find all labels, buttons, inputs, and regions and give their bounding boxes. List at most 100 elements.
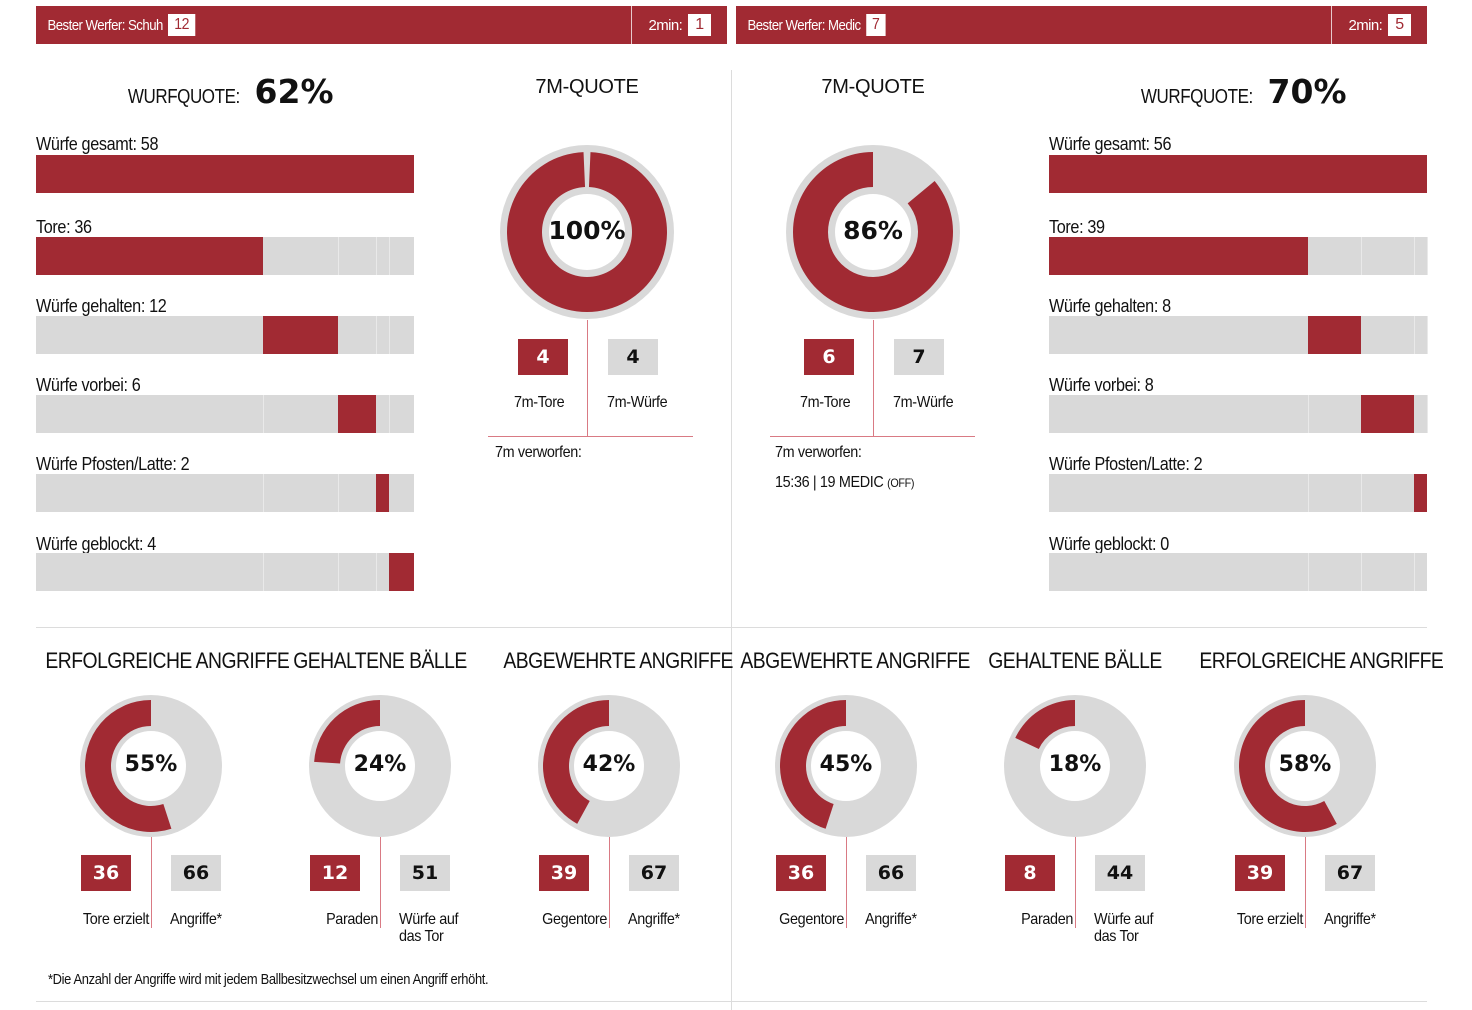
- footnote: *Die Anzahl der Angriffe wird mit jedem …: [48, 971, 489, 988]
- donut-fill: [543, 700, 609, 824]
- two-min-value: 5: [1388, 14, 1411, 36]
- bar-divider: [389, 395, 390, 433]
- bar-label: Würfe vorbei: 8: [1049, 375, 1154, 395]
- donut-vline: [380, 837, 381, 928]
- seven-m-attempts-label: 7m-Würfe: [607, 394, 668, 411]
- bar-divider: [263, 553, 264, 591]
- best-thrower-goals: 12: [168, 14, 196, 36]
- wurfquote-right: WURFQUOTE: 70%: [1049, 72, 1429, 111]
- donut-label-b: Würfe auf das Tor: [399, 911, 459, 945]
- donut-value-a: 36: [81, 855, 131, 891]
- bar-label-total: Würfe gesamt: 58: [36, 134, 159, 154]
- stat-bar: [1049, 316, 1428, 354]
- donut-hole: [811, 731, 881, 801]
- donut-label-a: Tore erzielt: [82, 911, 149, 928]
- donut-title: ERFOLGREICHE ANGRIFFE: [45, 648, 290, 673]
- missed-entry-text: 15:36 | 19 MEDIC: [775, 474, 884, 491]
- donut-percent: 55%: [124, 752, 178, 777]
- donut-chart: [80, 695, 222, 837]
- bar-divider: [1308, 474, 1309, 512]
- seven-m-vline: [587, 320, 588, 436]
- bar-divider: [338, 553, 339, 591]
- missed-entry-tag: (OFF): [887, 476, 915, 490]
- donut-percent: 58%: [1278, 752, 1332, 777]
- seven-m-hline: [488, 436, 693, 437]
- donut-vline: [151, 837, 152, 928]
- donut-title: ERFOLGREICHE ANGRIFFE: [1199, 648, 1444, 673]
- donut-fill: [314, 700, 380, 764]
- seven-m-goals-label: 7m-Tore: [800, 394, 851, 411]
- donut-fill: [507, 152, 667, 312]
- seven-m-attempts-label: 7m-Würfe: [893, 394, 954, 411]
- wurfquote-value: 62%: [254, 72, 334, 111]
- donut-label-a: Paraden: [326, 911, 378, 928]
- donut-label-a: Tore erzielt: [1236, 911, 1303, 928]
- donut-value-a: 8: [1005, 855, 1055, 891]
- donut-value-a: 36: [776, 855, 826, 891]
- seven-m-missed-entry: 15:36 | 19 MEDIC (OFF): [775, 474, 914, 492]
- donut-fill: [1015, 700, 1075, 749]
- seven-m-donut: [786, 145, 960, 319]
- donut-percent: 18%: [1048, 752, 1102, 777]
- bar-label: Würfe geblockt: 4: [36, 534, 156, 554]
- bar-fill: [376, 474, 389, 512]
- donut-value-b: 66: [866, 855, 916, 891]
- two-min: 2min: 5: [1331, 6, 1427, 44]
- seven-m-donut: [500, 145, 674, 319]
- donut-fill: [85, 700, 172, 832]
- bar-divider: [263, 395, 264, 433]
- donut-hole: [549, 194, 625, 270]
- bar-divider: [1414, 553, 1415, 591]
- bar-divider: [1308, 553, 1309, 591]
- bar-divider: [376, 316, 377, 354]
- wurfquote-left: WURFQUOTE: 62%: [36, 72, 416, 111]
- stat-bar: [1049, 474, 1427, 512]
- two-min-label: 2min:: [1348, 16, 1383, 34]
- bar-fill: [1360, 395, 1414, 433]
- wurfquote-value: 70%: [1267, 72, 1347, 111]
- bar-divider: [263, 474, 264, 512]
- donut-chart: [1234, 695, 1376, 837]
- donut-value-b: 67: [629, 855, 679, 891]
- donut-vline: [846, 837, 847, 928]
- donut-value-b: 44: [1095, 855, 1145, 891]
- donut-vline: [1305, 837, 1306, 928]
- seven-m-attempts: 7: [894, 339, 944, 375]
- donut-value-b: 51: [400, 855, 450, 891]
- stat-bar: [36, 553, 414, 591]
- seven-m-percent: 100%: [548, 216, 626, 245]
- stat-bar: [1049, 237, 1428, 275]
- seven-m-missed-label: 7m verworfen:: [495, 444, 582, 461]
- donut-fill: [793, 152, 953, 312]
- seven-m-title: 7M-QUOTE: [821, 76, 925, 98]
- donut-label-a: Paraden: [1021, 911, 1073, 928]
- donut-fill: [1239, 700, 1337, 832]
- two-min: 2min: 1: [631, 6, 727, 44]
- seven-m-hline: [770, 436, 975, 437]
- bar-fill: [338, 395, 377, 433]
- donut-label-a: Gegentore: [779, 911, 844, 928]
- bar-label: Würfe Pfosten/Latte: 2: [36, 454, 190, 474]
- bar-divider: [1427, 237, 1428, 275]
- donut-label-b: Angriffe*: [628, 911, 680, 928]
- seven-m-goals: 6: [804, 339, 854, 375]
- donut-label-a: Gegentore: [542, 911, 607, 928]
- best-thrower: Bester Werfer: Medic 7: [736, 6, 886, 44]
- seven-m-goals: 4: [518, 339, 568, 375]
- wurfquote-label: WURFQUOTE:: [1141, 86, 1254, 108]
- bar-fill: [1307, 316, 1361, 354]
- stat-bar: [36, 237, 414, 275]
- donut-hole: [1270, 731, 1340, 801]
- seven-m-missed-label: 7m verworfen:: [775, 444, 862, 461]
- donut-chart: [309, 695, 451, 837]
- section-divider: [36, 627, 1427, 628]
- bar-divider: [338, 474, 339, 512]
- bar-divider: [338, 237, 339, 275]
- donut-vline: [609, 837, 610, 928]
- bar-label: Würfe geblockt: 0: [1049, 534, 1169, 554]
- donut-chart: [775, 695, 917, 837]
- bar-divider: [1427, 395, 1428, 433]
- donut-fill: [780, 700, 846, 829]
- bar-label: Würfe Pfosten/Latte: 2: [1049, 454, 1203, 474]
- donut-value-a: 12: [310, 855, 360, 891]
